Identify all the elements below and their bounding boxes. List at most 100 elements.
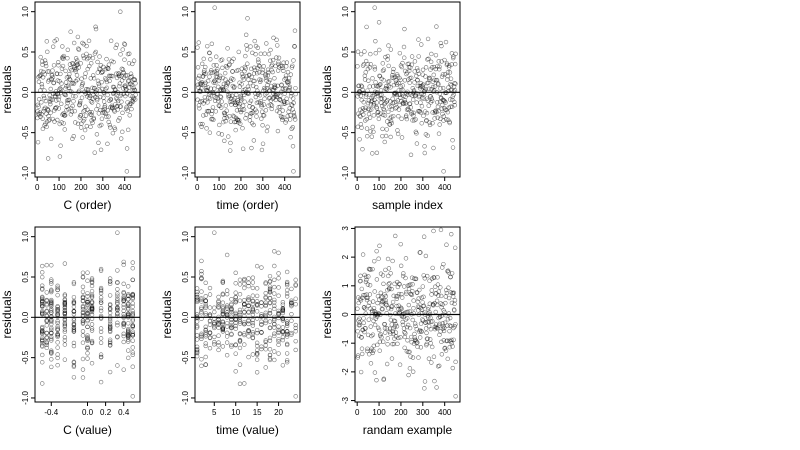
data-point (287, 106, 292, 111)
data-point (362, 49, 367, 54)
data-point (95, 78, 101, 84)
data-point (443, 300, 448, 306)
x-axis: -0.4 0.0 0.2 0.4 (44, 402, 130, 417)
data-point (55, 352, 60, 357)
data-point (276, 351, 281, 356)
data-point (452, 61, 458, 67)
data-point (229, 342, 234, 348)
x-tick-label: 100 (372, 408, 386, 417)
data-point (206, 109, 211, 114)
data-point (71, 363, 77, 368)
data-point (272, 303, 277, 309)
y-axis: -1.0-0.50.00.51.0 (181, 6, 195, 180)
data-point (227, 93, 232, 99)
data-point (233, 127, 238, 133)
data-point (380, 273, 386, 278)
data-point (194, 319, 200, 324)
data-point (54, 105, 59, 110)
data-point (289, 126, 294, 132)
data-point (71, 308, 77, 314)
data-point (406, 372, 411, 378)
data-point (452, 308, 457, 313)
data-point (449, 83, 454, 88)
data-point (361, 320, 366, 326)
data-point (428, 315, 433, 320)
data-point (62, 357, 68, 362)
data-point (225, 81, 231, 86)
data-point (368, 267, 373, 272)
data-point (90, 85, 95, 91)
data-point (388, 331, 393, 336)
data-point (71, 375, 77, 380)
data-point (264, 128, 270, 134)
data-point (55, 345, 60, 350)
data-point (436, 59, 441, 64)
data-point (284, 80, 290, 85)
y-tick-label: -0.5 (341, 125, 350, 139)
data-point (40, 295, 45, 301)
data-point (263, 73, 268, 78)
data-point (199, 336, 204, 341)
data-point (83, 104, 88, 109)
y-tick-label: 1.0 (341, 6, 350, 18)
data-point (409, 110, 414, 115)
data-point (446, 85, 451, 90)
data-point (409, 75, 414, 80)
data-point (40, 274, 45, 280)
data-point (115, 98, 121, 104)
data-point (76, 47, 82, 52)
data-point (55, 363, 60, 368)
data-point (67, 72, 72, 77)
data-point (208, 86, 214, 91)
data-point (445, 317, 451, 322)
data-point (413, 90, 419, 96)
data-point (434, 385, 439, 390)
data-point (442, 90, 448, 96)
data-point (97, 54, 102, 59)
data-point (236, 49, 241, 55)
y-tick-label: 0.0 (181, 311, 190, 323)
data-point (254, 330, 260, 336)
data-point (259, 330, 264, 335)
plot-box (194, 1, 301, 178)
data-point (245, 84, 251, 89)
data-point (414, 141, 420, 146)
data-point (394, 324, 400, 329)
data-point (207, 335, 213, 340)
x-tick-label: 300 (256, 183, 270, 192)
data-point (203, 64, 208, 70)
data-point (98, 107, 103, 113)
data-point (428, 341, 433, 346)
data-point (420, 284, 426, 289)
data-point (92, 150, 97, 155)
data-point (98, 298, 104, 303)
data-point (243, 32, 249, 38)
data-point (49, 334, 54, 340)
data-point (377, 47, 382, 53)
data-point (276, 327, 281, 333)
data-point (226, 57, 232, 62)
data-point (85, 356, 90, 361)
data-point (376, 116, 382, 122)
data-point (246, 334, 251, 339)
data-point (284, 96, 289, 101)
data-point (237, 277, 243, 283)
data-point (281, 68, 286, 74)
data-point (207, 305, 213, 310)
data-point (55, 287, 60, 293)
data-point (370, 76, 375, 81)
data-point (258, 51, 264, 57)
data-point (112, 87, 118, 92)
data-point (61, 53, 67, 59)
data-point (435, 100, 440, 105)
data-point (293, 322, 298, 328)
data-point (400, 295, 405, 300)
data-point (263, 280, 268, 285)
data-point (242, 331, 247, 336)
data-point (446, 311, 452, 316)
data-point (406, 302, 412, 308)
x-tick-label: 400 (278, 183, 292, 192)
data-point (449, 271, 455, 276)
data-point (80, 284, 86, 290)
data-point (438, 285, 443, 290)
